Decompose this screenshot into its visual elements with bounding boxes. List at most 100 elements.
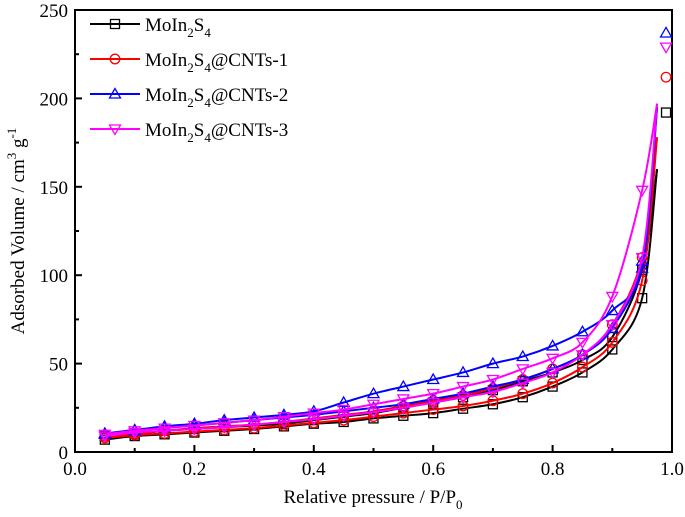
adsorption-point — [487, 395, 499, 407]
desorption-point — [486, 356, 500, 369]
adsorption-line — [104, 137, 659, 439]
adsorption-point — [635, 254, 649, 266]
adsorption-point — [187, 424, 202, 436]
adsorption-line — [104, 107, 659, 436]
adsorption-point — [516, 378, 530, 390]
desorption-point — [516, 364, 530, 376]
y-tick-label: 50 — [49, 355, 68, 376]
adsorption-point — [575, 347, 590, 360]
desorption-point — [396, 379, 410, 392]
legend-item: MoIn2S4@CNTs-3 — [90, 120, 288, 145]
desorption-point — [486, 374, 500, 387]
adsorption-point — [217, 422, 231, 435]
adsorption-point — [606, 336, 618, 348]
y-tick-label: 250 — [40, 1, 69, 22]
legend-marker — [109, 18, 121, 30]
desorption-point — [605, 303, 619, 316]
desorption-point — [426, 372, 440, 385]
desorption-point — [187, 416, 202, 429]
adsorption-point — [157, 426, 172, 438]
legend-marker — [109, 53, 121, 65]
adsorption-point — [575, 350, 590, 362]
adsorption-point — [188, 426, 200, 438]
desorption-point — [605, 291, 619, 304]
desorption-point — [217, 418, 231, 430]
x-tick-label: 1.0 — [660, 459, 684, 480]
y-tick-label: 0 — [59, 443, 69, 464]
legend-item: MoIn2S4@CNTs-1 — [90, 50, 288, 75]
adsorption-point — [635, 252, 649, 265]
legend-marker — [108, 87, 122, 99]
desorption-point — [277, 408, 291, 420]
x-tick-label: 0.6 — [421, 459, 445, 480]
x-tick-label: 0.0 — [63, 459, 87, 480]
desorption-point — [456, 365, 470, 378]
desorption-point — [456, 381, 470, 394]
adsorption-point — [98, 431, 112, 443]
adsorption-line — [104, 103, 659, 438]
x-axis-label: Relative pressure / P/P0 — [283, 487, 462, 512]
adsorption-point — [659, 42, 673, 54]
adsorption-point — [660, 71, 672, 83]
desorption-point — [337, 404, 351, 417]
legend: MoIn2S4 MoIn2S4@CNTs-1 MoIn2S4@CNTs-2 MoIn2… — [90, 15, 288, 145]
adsorption-point — [486, 387, 500, 399]
adsorption-point — [128, 427, 142, 440]
desorption-point — [98, 429, 112, 442]
legend-item: MoIn2S4@CNTs-2 — [90, 85, 288, 110]
adsorption-point — [457, 400, 469, 412]
legend-label: MoIn2S4@CNTs-3 — [145, 120, 288, 145]
desorption-point — [575, 324, 590, 337]
adsorption-point — [545, 367, 560, 380]
desorption-line — [104, 107, 659, 435]
desorption-point — [575, 337, 590, 350]
legend-label: MoIn2S4@CNTs-2 — [145, 85, 288, 110]
x-tick-label: 0.2 — [183, 459, 207, 480]
legend-item: MoIn2S4 — [90, 15, 211, 40]
series-4 — [98, 42, 673, 443]
desorption-point — [128, 426, 142, 438]
desorption-point — [366, 386, 381, 399]
desorption-point — [516, 349, 530, 362]
x-tick-label: 0.8 — [541, 459, 565, 480]
adsorption-point — [486, 379, 500, 392]
y-tick-label: 100 — [40, 266, 69, 287]
desorption-point — [426, 389, 440, 401]
desorption-point — [545, 353, 560, 366]
series-1 — [99, 107, 672, 445]
x-tick-label: 0.4 — [302, 459, 326, 480]
legend-marker — [108, 124, 122, 136]
plot-frame — [74, 9, 673, 453]
adsorption-point — [248, 422, 260, 434]
adsorption-point — [277, 417, 291, 429]
desorption-point — [337, 395, 351, 408]
desorption-point — [187, 420, 202, 433]
adsorption-point — [247, 419, 261, 432]
desorption-point — [157, 423, 172, 435]
adsorption-point — [366, 407, 381, 420]
desorption-point — [307, 408, 321, 420]
desorption-point — [545, 339, 560, 351]
adsorption-point — [218, 424, 230, 436]
desorption-line — [104, 103, 659, 436]
legend-label: MoIn2S4@CNTs-1 — [145, 50, 288, 75]
adsorption-line — [104, 169, 659, 441]
adsorption-point — [337, 411, 351, 423]
desorption-point — [247, 415, 261, 427]
legend-label: MoIn2S4 — [145, 15, 211, 40]
adsorption-point — [605, 320, 619, 332]
adsorption-point — [660, 107, 672, 118]
desorption-line — [104, 168, 659, 438]
y-axis-label: Adsorbed Volume / cm3 g-1 — [4, 128, 29, 335]
adsorption-point — [278, 420, 290, 431]
y-tick-label: 200 — [40, 89, 69, 110]
desorption-point — [277, 411, 291, 424]
adsorption-point — [659, 26, 673, 38]
adsorption-point — [307, 414, 321, 427]
desorption-point — [396, 394, 410, 406]
adsorption-point — [427, 404, 439, 416]
desorption-point — [635, 185, 649, 198]
desorption-point — [366, 399, 381, 412]
